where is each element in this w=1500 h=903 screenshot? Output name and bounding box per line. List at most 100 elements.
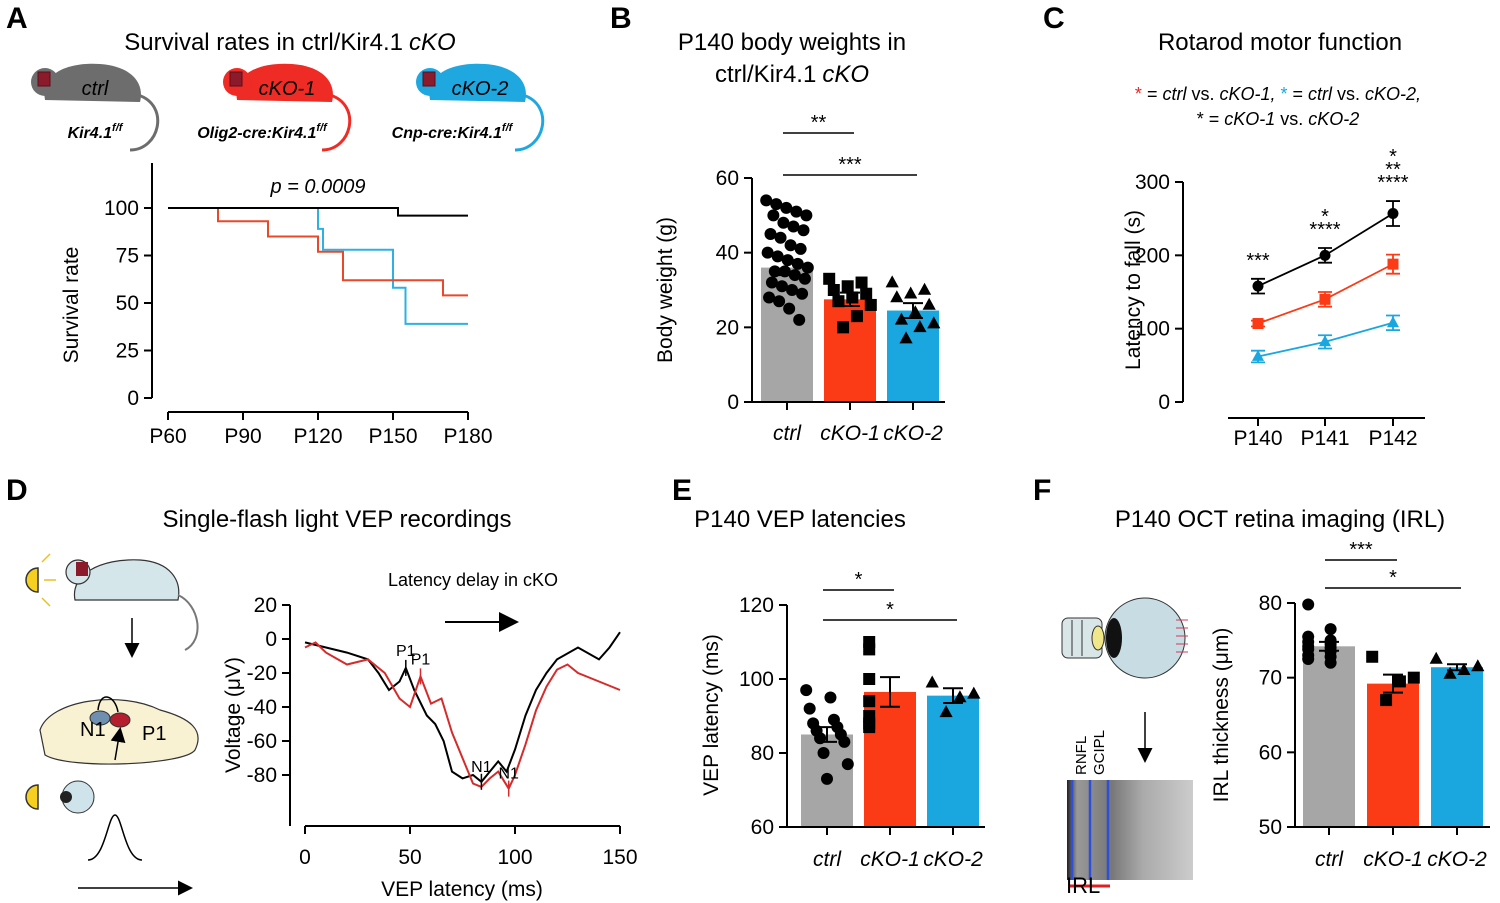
error-bar: [1447, 663, 1467, 672]
text-span: P140 VEP latencies: [694, 506, 906, 533]
data-point: [780, 201, 793, 214]
x-tick-label: cKO-2: [883, 422, 943, 445]
data-point: [1324, 656, 1337, 669]
mouse-body: [236, 63, 333, 102]
x-tick-label: P180: [443, 425, 492, 448]
data-point: [855, 276, 868, 289]
survival-curve: [168, 207, 468, 297]
data-point: [1318, 335, 1332, 347]
data-point: [885, 275, 899, 288]
x-tick-label: P142: [1368, 427, 1417, 450]
text-span: vs.: [1275, 109, 1308, 129]
data-point: [1387, 258, 1399, 270]
data-point: [922, 297, 936, 310]
mouse-icon: cKO-1: [223, 63, 352, 152]
data-point: [827, 284, 840, 296]
electrode: [422, 71, 436, 87]
text-span: Rotarod motor function: [1158, 29, 1402, 56]
text-span: P140 OCT retina imaging (IRL): [1115, 506, 1445, 533]
text-span: Cnp-cre:Kir4.1: [392, 125, 502, 142]
significance-label: ****: [1309, 219, 1340, 241]
illustration-label: IRL: [1066, 873, 1100, 898]
x-tick-label: cKO-2: [923, 848, 983, 871]
comparison-note: * = ctrl vs. cKO-1, * = ctrl vs. cKO-2,: [1135, 84, 1421, 104]
data-point: [800, 209, 813, 222]
error-bar: [777, 259, 797, 277]
x-axis-label: VEP latency (ms): [381, 878, 543, 901]
data-point: [1251, 349, 1265, 361]
data-point: [860, 287, 873, 300]
text-span: f/f: [316, 122, 328, 134]
oct-illustration: [1061, 597, 1193, 888]
y-axis-label: VEP latency (ms): [700, 634, 723, 796]
text-span: cKO-2,: [1365, 84, 1421, 104]
y-tick-label: 60: [716, 167, 739, 190]
significance-label: *: [1389, 567, 1397, 589]
x-tick-label: P120: [293, 425, 342, 448]
data-point: [796, 287, 809, 300]
data-point: [783, 302, 796, 315]
y-tick-label: 0: [1158, 391, 1170, 414]
data-point: [1319, 249, 1331, 261]
bar: [824, 299, 876, 402]
data-point: [774, 231, 787, 244]
data-point: [1429, 651, 1443, 664]
data-point: [817, 747, 830, 759]
mouse-body: [44, 63, 141, 102]
text-span: cKO: [822, 61, 869, 88]
vep-illustration: [25, 553, 199, 896]
mouse-tail: [129, 93, 160, 152]
text-span: =: [1288, 84, 1309, 104]
y-axis-label: IRL thickness (μm): [1210, 628, 1233, 803]
chart-title: P140 OCT retina imaging (IRL): [1115, 506, 1445, 533]
data-point: [838, 735, 851, 748]
y-tick-label: 60: [1259, 741, 1282, 764]
data-point: [764, 228, 777, 240]
x-tick-label: P60: [149, 425, 186, 448]
electrode: [37, 71, 51, 87]
data-point: [786, 284, 799, 296]
y-tick-label: 200: [1135, 244, 1170, 267]
data-point: [904, 286, 918, 299]
x-tick-label: P141: [1300, 427, 1349, 450]
data-point: [797, 224, 810, 237]
text-span: cKO-1,: [1219, 84, 1275, 104]
panel-letter: A: [6, 2, 28, 35]
p-value: p = 0.0009: [269, 176, 365, 198]
data-point: [1443, 666, 1457, 679]
x-tick-label: cKO-1: [1363, 848, 1423, 871]
data-point: [1366, 650, 1379, 663]
significance-label: ****: [1377, 172, 1408, 194]
y-axis-label: Body weight (g): [654, 217, 677, 363]
panel-letter: E: [672, 474, 692, 507]
data-point: [863, 673, 876, 685]
y-tick-label: 80: [1259, 592, 1282, 615]
annotation: Latency delay in cKO: [388, 570, 558, 590]
y-tick-label: 0: [727, 391, 739, 414]
survival-curve: [168, 207, 468, 325]
illustration-label: P1: [142, 723, 166, 745]
error-bar: [880, 676, 900, 708]
error-bar: [943, 687, 963, 705]
y-axis-label: Latency to fall (s): [1122, 210, 1145, 370]
x-tick-label: ctrl: [773, 422, 802, 445]
data-point: [913, 320, 927, 333]
data-point: [763, 291, 776, 304]
data-point: [850, 310, 863, 323]
y-axis-label: Survival rate: [60, 247, 83, 364]
electrode: [229, 71, 243, 87]
chart-title: ctrl/Kir4.1 cKO: [715, 61, 869, 88]
y-tick-label: -80: [247, 764, 277, 787]
y-tick-label: 60: [751, 816, 774, 839]
bar: [927, 695, 979, 827]
vep-trace: [304, 641, 621, 791]
data-point: [784, 239, 797, 252]
data-point: [939, 705, 953, 718]
data-point: [773, 295, 786, 308]
data-point: [1387, 208, 1399, 220]
data-point: [787, 220, 800, 233]
data-point: [1324, 623, 1337, 636]
data-point: [1252, 280, 1264, 292]
peak-label: N1: [498, 766, 519, 783]
